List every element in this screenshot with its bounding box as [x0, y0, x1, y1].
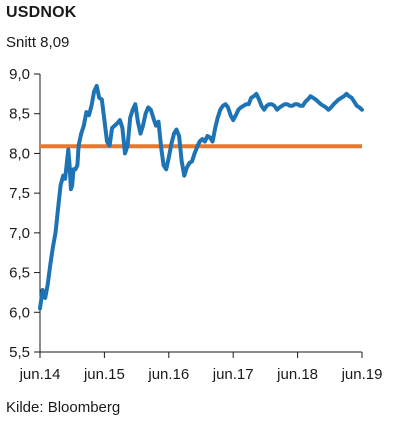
y-tick-label: 9,0	[9, 66, 30, 83]
y-tick-label: 6,5	[9, 265, 30, 282]
x-tick-label: jun.14	[19, 366, 61, 383]
x-tick-label: jun.17	[212, 366, 254, 383]
y-tick-label: 8,0	[9, 145, 30, 162]
y-tick-label: 6,0	[9, 304, 30, 321]
x-tick-label: jun.15	[83, 366, 125, 383]
chart-title: USDNOK	[6, 4, 77, 21]
y-tick-label: 7,0	[9, 225, 30, 242]
source-note: Kilde: Bloomberg	[6, 399, 121, 416]
x-tick-label: jun.18	[276, 366, 318, 383]
y-tick-label: 7,5	[9, 185, 30, 202]
usdnok-series-line	[38, 83, 364, 311]
x-tick-label: jun.19	[341, 366, 383, 383]
x-axis-ticks: jun.14 jun.15 jun.16 jun.17 jun.18 jun.19	[19, 352, 383, 383]
y-axis-ticks: 9,0 8,5 8,0 7,5 7,0 6,5 6,0 5,5	[9, 66, 40, 361]
chart-subtitle: Snitt 8,09	[6, 34, 70, 51]
x-tick-label: jun.16	[147, 366, 189, 383]
y-tick-label: 5,5	[9, 344, 30, 361]
y-tick-label: 8,5	[9, 106, 30, 123]
